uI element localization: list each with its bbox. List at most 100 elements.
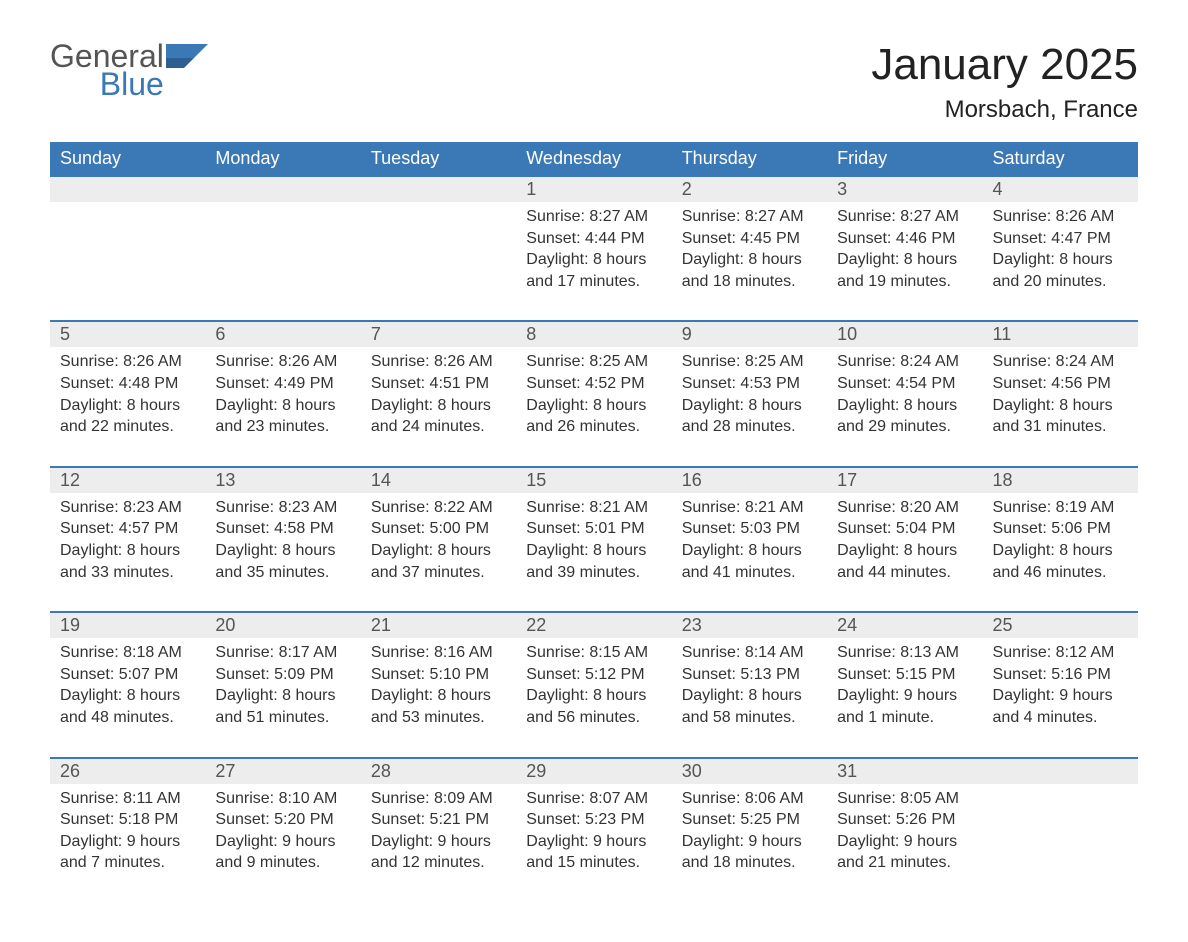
daylight-text: Daylight: 9 hours and 9 minutes. — [215, 831, 350, 874]
daylight-text: Daylight: 8 hours and 33 minutes. — [60, 540, 195, 583]
day-number-cell: 1 — [516, 176, 671, 202]
sunrise-text: Sunrise: 8:25 AM — [526, 351, 661, 373]
sunrise-text: Sunrise: 8:05 AM — [837, 788, 972, 810]
daylight-text: Daylight: 9 hours and 1 minute. — [837, 685, 972, 728]
sunrise-text: Sunrise: 8:12 AM — [993, 642, 1128, 664]
day-number-cell — [983, 758, 1138, 784]
day-number-cell: 23 — [672, 612, 827, 638]
daylight-text: Daylight: 8 hours and 31 minutes. — [993, 395, 1128, 438]
calendar-table: Sunday Monday Tuesday Wednesday Thursday… — [50, 142, 1138, 902]
sunset-text: Sunset: 4:57 PM — [60, 518, 195, 540]
sunrise-text: Sunrise: 8:21 AM — [526, 497, 661, 519]
sunrise-text: Sunrise: 8:24 AM — [837, 351, 972, 373]
sunset-text: Sunset: 5:12 PM — [526, 664, 661, 686]
day-number-row: 262728293031 — [50, 758, 1138, 784]
sunrise-text: Sunrise: 8:09 AM — [371, 788, 506, 810]
day-number-cell: 7 — [361, 321, 516, 347]
day-number-cell: 8 — [516, 321, 671, 347]
sunset-text: Sunset: 5:13 PM — [682, 664, 817, 686]
daylight-text: Daylight: 8 hours and 44 minutes. — [837, 540, 972, 583]
day-number-cell: 26 — [50, 758, 205, 784]
day-data-cell: Sunrise: 8:26 AMSunset: 4:51 PMDaylight:… — [361, 347, 516, 466]
day-data-cell: Sunrise: 8:10 AMSunset: 5:20 PMDaylight:… — [205, 784, 360, 902]
sunset-text: Sunset: 5:09 PM — [215, 664, 350, 686]
day-data-cell: Sunrise: 8:25 AMSunset: 4:52 PMDaylight:… — [516, 347, 671, 466]
day-data-cell: Sunrise: 8:25 AMSunset: 4:53 PMDaylight:… — [672, 347, 827, 466]
day-data-cell: Sunrise: 8:23 AMSunset: 4:57 PMDaylight:… — [50, 493, 205, 612]
daylight-text: Daylight: 9 hours and 21 minutes. — [837, 831, 972, 874]
day-number-cell: 6 — [205, 321, 360, 347]
day-data-cell: Sunrise: 8:24 AMSunset: 4:54 PMDaylight:… — [827, 347, 982, 466]
sunset-text: Sunset: 5:00 PM — [371, 518, 506, 540]
day-data-cell: Sunrise: 8:22 AMSunset: 5:00 PMDaylight:… — [361, 493, 516, 612]
sunset-text: Sunset: 4:47 PM — [993, 228, 1128, 250]
daylight-text: Daylight: 8 hours and 46 minutes. — [993, 540, 1128, 583]
daylight-text: Daylight: 8 hours and 56 minutes. — [526, 685, 661, 728]
day-data-cell: Sunrise: 8:06 AMSunset: 5:25 PMDaylight:… — [672, 784, 827, 902]
day-data-cell: Sunrise: 8:21 AMSunset: 5:03 PMDaylight:… — [672, 493, 827, 612]
sunrise-text: Sunrise: 8:27 AM — [526, 206, 661, 228]
logo-text-block: General Blue — [50, 40, 164, 100]
day-data-cell: Sunrise: 8:18 AMSunset: 5:07 PMDaylight:… — [50, 638, 205, 757]
sunset-text: Sunset: 4:51 PM — [371, 373, 506, 395]
sunset-text: Sunset: 5:04 PM — [837, 518, 972, 540]
daylight-text: Daylight: 8 hours and 51 minutes. — [215, 685, 350, 728]
sunset-text: Sunset: 5:21 PM — [371, 809, 506, 831]
page-title: January 2025 — [871, 40, 1138, 90]
day-data-cell: Sunrise: 8:05 AMSunset: 5:26 PMDaylight:… — [827, 784, 982, 902]
sunset-text: Sunset: 4:52 PM — [526, 373, 661, 395]
day-number-cell: 22 — [516, 612, 671, 638]
day-number-cell — [361, 176, 516, 202]
sunrise-text: Sunrise: 8:23 AM — [60, 497, 195, 519]
day-data-cell: Sunrise: 8:26 AMSunset: 4:49 PMDaylight:… — [205, 347, 360, 466]
day-data-row: Sunrise: 8:27 AMSunset: 4:44 PMDaylight:… — [50, 202, 1138, 321]
sunrise-text: Sunrise: 8:10 AM — [215, 788, 350, 810]
weekday-header: Monday — [205, 142, 360, 176]
sunset-text: Sunset: 5:25 PM — [682, 809, 817, 831]
day-number-cell: 27 — [205, 758, 360, 784]
sunset-text: Sunset: 4:49 PM — [215, 373, 350, 395]
sunrise-text: Sunrise: 8:18 AM — [60, 642, 195, 664]
day-number-row: 12131415161718 — [50, 467, 1138, 493]
sunset-text: Sunset: 5:10 PM — [371, 664, 506, 686]
day-data-cell: Sunrise: 8:14 AMSunset: 5:13 PMDaylight:… — [672, 638, 827, 757]
sunrise-text: Sunrise: 8:16 AM — [371, 642, 506, 664]
day-number-cell: 24 — [827, 612, 982, 638]
weekday-header: Thursday — [672, 142, 827, 176]
sunset-text: Sunset: 5:01 PM — [526, 518, 661, 540]
daylight-text: Daylight: 8 hours and 20 minutes. — [993, 249, 1128, 292]
daylight-text: Daylight: 8 hours and 35 minutes. — [215, 540, 350, 583]
daylight-text: Daylight: 8 hours and 19 minutes. — [837, 249, 972, 292]
sunset-text: Sunset: 5:26 PM — [837, 809, 972, 831]
day-data-row: Sunrise: 8:11 AMSunset: 5:18 PMDaylight:… — [50, 784, 1138, 902]
daylight-text: Daylight: 8 hours and 23 minutes. — [215, 395, 350, 438]
sunset-text: Sunset: 5:16 PM — [993, 664, 1128, 686]
day-number-cell: 13 — [205, 467, 360, 493]
daylight-text: Daylight: 9 hours and 12 minutes. — [371, 831, 506, 874]
sunrise-text: Sunrise: 8:24 AM — [993, 351, 1128, 373]
sunset-text: Sunset: 5:18 PM — [60, 809, 195, 831]
title-block: January 2025 Morsbach, France — [871, 40, 1138, 124]
day-data-cell — [983, 784, 1138, 902]
daylight-text: Daylight: 8 hours and 22 minutes. — [60, 395, 195, 438]
day-data-cell: Sunrise: 8:21 AMSunset: 5:01 PMDaylight:… — [516, 493, 671, 612]
day-data-cell: Sunrise: 8:12 AMSunset: 5:16 PMDaylight:… — [983, 638, 1138, 757]
sunrise-text: Sunrise: 8:20 AM — [837, 497, 972, 519]
daylight-text: Daylight: 9 hours and 7 minutes. — [60, 831, 195, 874]
daylight-text: Daylight: 8 hours and 26 minutes. — [526, 395, 661, 438]
daylight-text: Daylight: 9 hours and 15 minutes. — [526, 831, 661, 874]
daylight-text: Daylight: 9 hours and 4 minutes. — [993, 685, 1128, 728]
day-number-cell: 25 — [983, 612, 1138, 638]
sunset-text: Sunset: 5:06 PM — [993, 518, 1128, 540]
location-label: Morsbach, France — [871, 96, 1138, 124]
day-data-cell: Sunrise: 8:27 AMSunset: 4:46 PMDaylight:… — [827, 202, 982, 321]
sunrise-text: Sunrise: 8:15 AM — [526, 642, 661, 664]
sunrise-text: Sunrise: 8:17 AM — [215, 642, 350, 664]
daylight-text: Daylight: 8 hours and 39 minutes. — [526, 540, 661, 583]
day-number-cell: 20 — [205, 612, 360, 638]
sunrise-text: Sunrise: 8:26 AM — [215, 351, 350, 373]
day-data-cell — [205, 202, 360, 321]
weekday-header: Friday — [827, 142, 982, 176]
day-number-cell: 5 — [50, 321, 205, 347]
day-data-row: Sunrise: 8:23 AMSunset: 4:57 PMDaylight:… — [50, 493, 1138, 612]
